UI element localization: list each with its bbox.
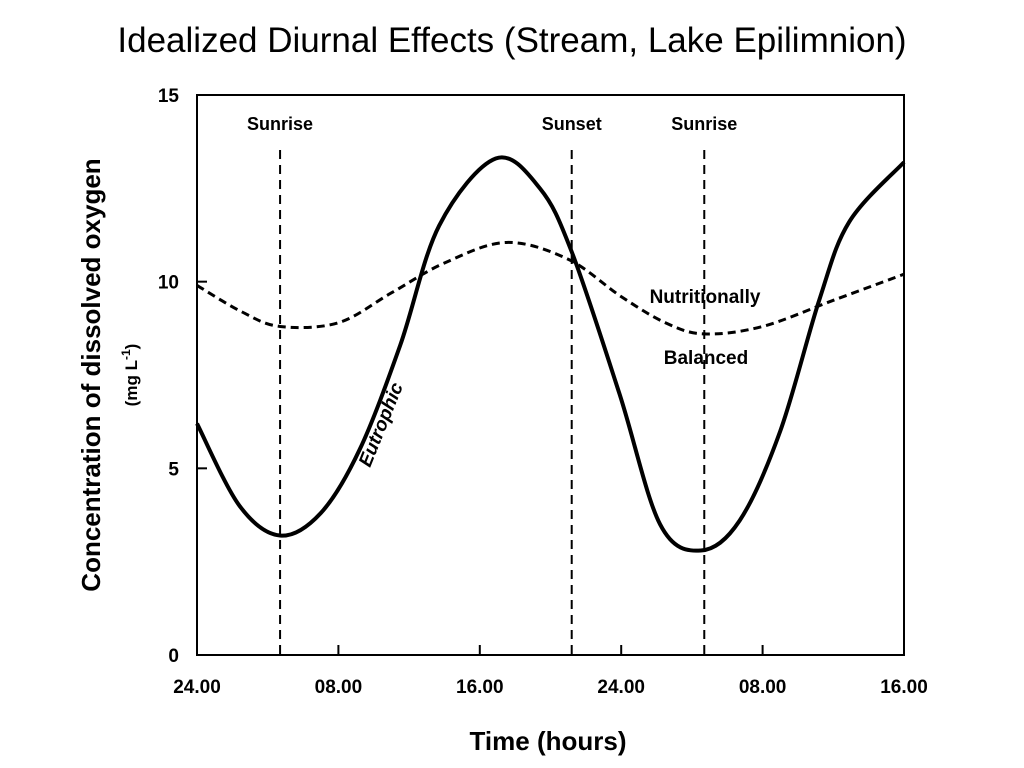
x-tick-label: 16.00 — [880, 677, 928, 698]
chart-title: Idealized Diurnal Effects (Stream, Lake … — [117, 21, 906, 60]
x-tick-label: 08.00 — [315, 677, 363, 698]
y-axis-units: (mg L-1) — [119, 344, 141, 407]
series-label: Balanced — [664, 348, 748, 369]
y-tick-label: 0 — [168, 646, 179, 667]
series-line — [196, 240, 905, 336]
series-line — [195, 155, 906, 553]
x-tick-label: 08.00 — [739, 677, 787, 698]
x-tick-label: 24.00 — [173, 677, 221, 698]
series-label: Nutritionally — [650, 287, 761, 308]
event-label: Sunrise — [247, 114, 313, 134]
y-tick-label: 15 — [158, 86, 180, 107]
y-axis-label: Concentration of dissolved oxygen — [76, 158, 106, 591]
x-axis-label: Time (hours) — [470, 726, 627, 756]
y-tick-label: 10 — [158, 273, 179, 294]
event-label: Sunrise — [671, 114, 737, 134]
x-tick-label: 16.00 — [456, 677, 504, 698]
y-tick-label: 5 — [168, 459, 179, 480]
plot-frame — [196, 94, 905, 656]
x-tick-label: 24.00 — [597, 677, 645, 698]
event-label: Sunset — [542, 114, 602, 134]
